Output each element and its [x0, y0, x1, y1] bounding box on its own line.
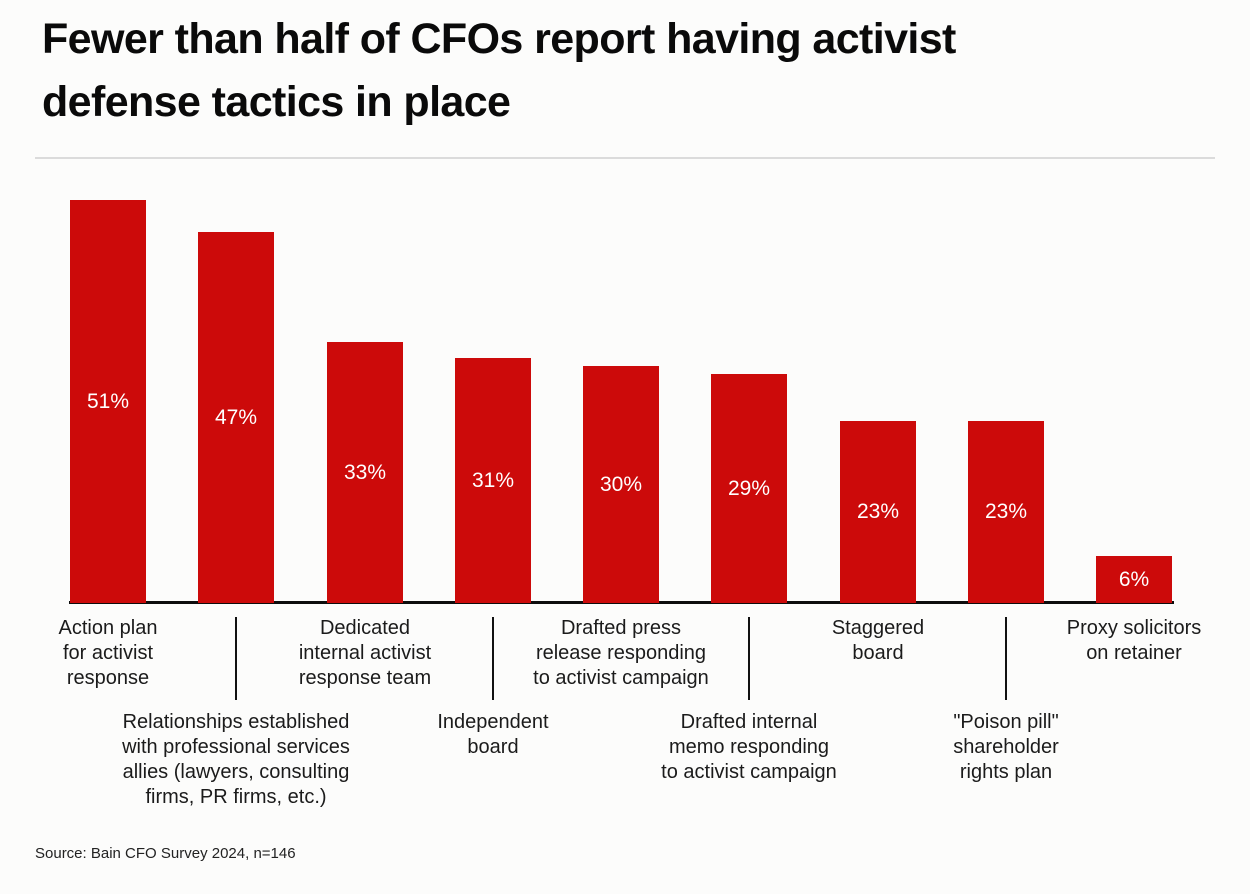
bar-value-label: 23%	[984, 500, 1028, 523]
category-label-5: Drafted press release responding to activi…	[533, 617, 709, 689]
bar-value-label: 23%	[856, 500, 900, 523]
bar-value-label: 33%	[343, 460, 387, 484]
bar-value-label: 47%	[214, 405, 258, 429]
bar-3: 33%	[327, 342, 403, 603]
category-label-4: Independent board	[437, 711, 549, 758]
category-label-3: Dedicated internal activist response team	[298, 617, 432, 689]
label-divider-tick	[492, 617, 494, 700]
bar-value-label: 51%	[86, 389, 130, 413]
bar-value-label: 30%	[599, 472, 643, 496]
bar-1: 51%	[70, 200, 146, 603]
bar-7: 23%	[840, 421, 916, 603]
label-divider-tick	[1005, 617, 1007, 700]
bar-value-label: 6%	[1118, 567, 1150, 591]
label-divider-tick	[235, 617, 237, 700]
category-label-6: Drafted internal memo responding to activi…	[661, 711, 837, 783]
bar-9: 6%	[1096, 556, 1172, 603]
page-title-line2: defense tactics in place	[42, 78, 511, 126]
page-title-line1: Fewer than half of CFOs report having ac…	[42, 15, 956, 63]
category-label-2: Relationships established with profession…	[122, 711, 350, 808]
category-label-1: Action plan for activist response	[58, 617, 158, 689]
bar-5: 30%	[583, 366, 659, 603]
source-note: Source: Bain CFO Survey 2024, n=146	[35, 845, 296, 862]
bar-6: 29%	[711, 374, 787, 603]
bar-2: 47%	[198, 232, 274, 603]
category-label-9: Proxy solicitors on retainer	[1066, 617, 1202, 664]
category-label-7: Staggered board	[831, 617, 925, 664]
bar-4: 31%	[455, 358, 531, 603]
bar-value-label: 31%	[471, 468, 515, 492]
bar-8: 23%	[968, 421, 1044, 603]
label-divider-tick	[748, 617, 750, 700]
category-label-8: "Poison pill" shareholder rights plan	[953, 711, 1059, 783]
page-title: Fewer than half of CFOs report having ac…	[42, 8, 956, 134]
title-divider	[35, 157, 1215, 159]
bar-value-label: 29%	[727, 476, 771, 500]
